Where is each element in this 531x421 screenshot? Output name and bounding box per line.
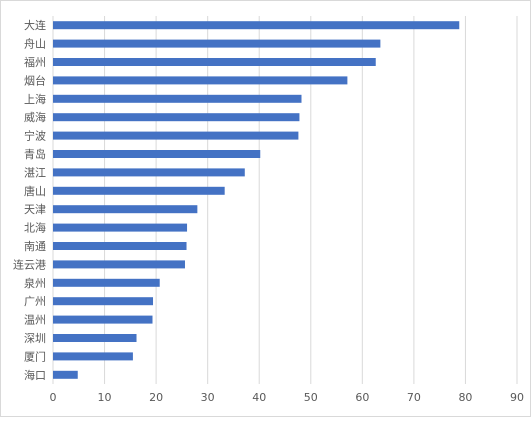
category-label: 宁波 — [24, 129, 46, 143]
x-tick-label: 20 — [149, 391, 163, 404]
bar-宁波 — [53, 131, 299, 140]
category-label: 海口 — [24, 368, 46, 382]
x-tick-label: 90 — [510, 391, 524, 404]
x-tick-label: 70 — [407, 391, 421, 404]
category-label: 南通 — [24, 240, 46, 253]
x-tick-label: 0 — [50, 391, 57, 404]
category-label: 连云港 — [13, 258, 46, 271]
x-tick-label: 80 — [458, 391, 472, 404]
x-tick-label: 30 — [201, 391, 215, 404]
category-label: 大连 — [24, 18, 46, 32]
gridlines — [52, 16, 518, 384]
category-label: 厦门 — [24, 349, 46, 363]
bar-威海 — [53, 113, 300, 122]
category-label: 上海 — [24, 92, 46, 106]
category-label: 舟山 — [24, 37, 46, 51]
category-labels: 大连舟山福州烟台上海威海宁波青岛湛江唐山天津北海南通连云港泉州广州温州深圳厦门海… — [13, 18, 46, 382]
category-label: 泉州 — [24, 276, 46, 290]
bar-湛江 — [53, 168, 245, 177]
bar-大连 — [53, 21, 460, 30]
bar-广州 — [53, 297, 154, 306]
x-axis-tick-labels: 0 10 20 30 40 50 60 70 80 90 — [50, 391, 525, 404]
category-label: 北海 — [24, 221, 46, 235]
bar-厦门 — [53, 352, 133, 361]
bar-舟山 — [53, 39, 381, 48]
category-label: 深圳 — [24, 332, 46, 345]
bar-深圳 — [53, 334, 137, 342]
bar-北海 — [53, 223, 188, 232]
bar-上海 — [53, 94, 302, 103]
bar-青岛 — [53, 150, 261, 158]
category-label: 温州 — [24, 314, 46, 327]
bar-连云港 — [53, 260, 185, 269]
category-label: 湛江 — [24, 166, 46, 179]
category-label: 威海 — [24, 110, 46, 124]
category-label: 天津 — [24, 203, 46, 216]
x-tick-label: 40 — [252, 391, 266, 404]
bar-天津 — [53, 205, 198, 214]
bars — [53, 21, 460, 379]
x-tick-label: 10 — [98, 391, 112, 404]
x-tick-label: 60 — [355, 391, 369, 404]
category-label: 唐山 — [24, 184, 46, 198]
bar-海口 — [53, 370, 78, 379]
category-label: 广州 — [24, 295, 46, 308]
category-label: 烟台 — [24, 73, 46, 87]
bar-福州 — [53, 58, 376, 66]
x-tick-label: 50 — [304, 391, 318, 404]
bar-温州 — [53, 315, 153, 324]
bar-唐山 — [53, 186, 225, 195]
bar-泉州 — [53, 278, 160, 287]
bar-南通 — [53, 242, 187, 250]
bar-烟台 — [53, 76, 348, 85]
category-label: 青岛 — [24, 147, 46, 161]
category-label: 福州 — [24, 55, 46, 69]
